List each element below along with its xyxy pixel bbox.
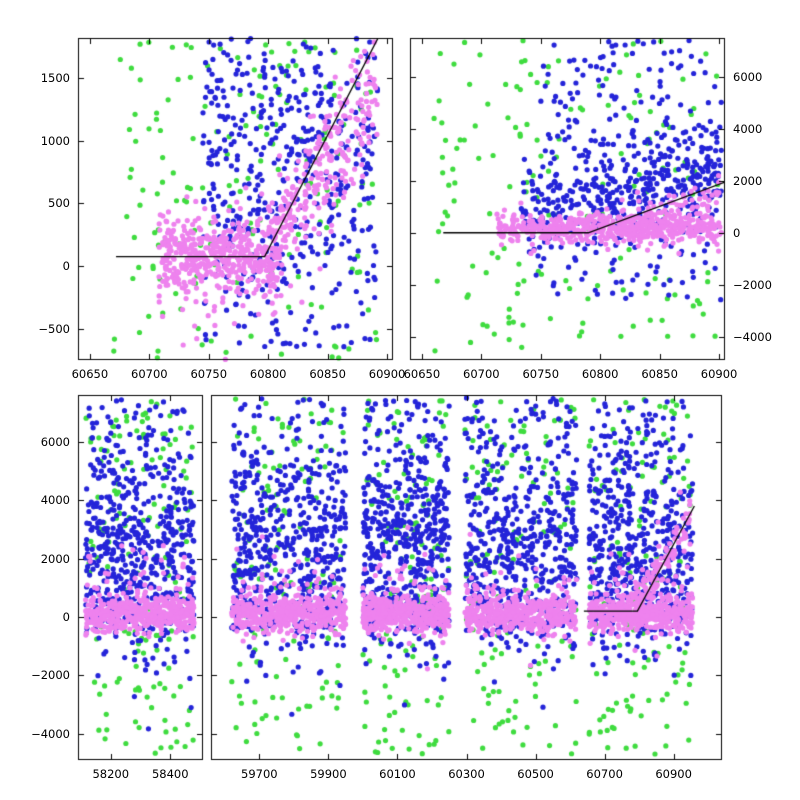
chart-canvas — [0, 0, 800, 800]
figure: BLG42N0207.048539 (1606.06, 7869.38) 3 8… — [0, 0, 800, 800]
